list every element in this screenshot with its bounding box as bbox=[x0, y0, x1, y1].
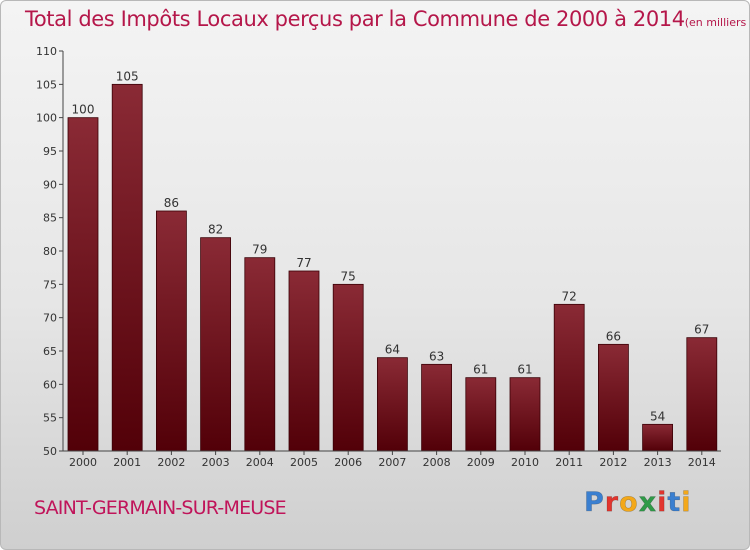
bar-2003 bbox=[200, 237, 232, 452]
logo-letter: r bbox=[604, 487, 620, 519]
x-tick-label-2014: 2014 bbox=[688, 456, 716, 469]
bar-2005 bbox=[288, 270, 320, 452]
x-tick-label-2001: 2001 bbox=[113, 456, 141, 469]
x-tick-label-2013: 2013 bbox=[644, 456, 672, 469]
x-tick-label-2002: 2002 bbox=[157, 456, 185, 469]
commune-name: SAINT-GERMAIN-SUR-MEUSE bbox=[34, 497, 287, 519]
x-tick-label-2005: 2005 bbox=[290, 456, 318, 469]
x-tick-label-2000: 2000 bbox=[69, 456, 97, 469]
y-tick-label: 80 bbox=[43, 245, 57, 258]
y-tick-label: 65 bbox=[43, 345, 57, 358]
y-tick-label: 110 bbox=[36, 45, 57, 58]
data-label-2011: 72 bbox=[562, 289, 577, 303]
bar-2014 bbox=[686, 337, 718, 452]
logo-letter: P bbox=[584, 487, 605, 519]
y-tick-label: 105 bbox=[36, 78, 57, 91]
x-tick-label-2007: 2007 bbox=[378, 456, 406, 469]
bar-2012 bbox=[598, 343, 629, 452]
x-tick-label-2012: 2012 bbox=[599, 456, 627, 469]
y-tick-label: 50 bbox=[43, 445, 57, 458]
bar-2000 bbox=[67, 117, 99, 452]
bar-2004 bbox=[244, 257, 276, 452]
bars: 100 105 86 82 79 77 75 64 63 61 61 72 66 54 67 bbox=[67, 69, 718, 452]
x-tick-label-2010: 2010 bbox=[511, 456, 539, 469]
bar-2008 bbox=[421, 363, 453, 452]
y-tick-label: 75 bbox=[43, 278, 57, 291]
data-label-2001: 105 bbox=[116, 69, 139, 83]
bar-2002 bbox=[155, 210, 187, 452]
bar-2013 bbox=[642, 423, 673, 452]
y-tick-label: 95 bbox=[43, 145, 57, 158]
bar-2007 bbox=[376, 357, 408, 452]
x-tick-label-2003: 2003 bbox=[202, 456, 230, 469]
data-label-2009: 61 bbox=[473, 363, 488, 377]
data-label-2013: 54 bbox=[650, 409, 665, 423]
data-label-2012: 66 bbox=[606, 329, 621, 343]
bar-2001 bbox=[111, 83, 143, 452]
y-tick-label: 70 bbox=[43, 312, 57, 325]
logo-letter: x bbox=[638, 487, 658, 519]
proxiti-logo: Proxiti bbox=[584, 487, 692, 519]
x-tick-label-2009: 2009 bbox=[467, 456, 495, 469]
y-axis: 50 55 60 65 70 75 80 85 90 95 100 105 110 bbox=[36, 45, 64, 458]
y-tick-label: 100 bbox=[36, 112, 57, 125]
x-tick-label-2006: 2006 bbox=[334, 456, 362, 469]
bar-2011 bbox=[553, 303, 585, 452]
data-label-2005: 77 bbox=[296, 256, 311, 270]
x-tick-label-2011: 2011 bbox=[555, 456, 583, 469]
data-label-2000: 100 bbox=[72, 103, 95, 117]
x-tick-label-2008: 2008 bbox=[423, 456, 451, 469]
data-label-2008: 63 bbox=[429, 349, 444, 363]
data-label-2006: 75 bbox=[341, 269, 356, 283]
y-tick-label: 85 bbox=[43, 212, 57, 225]
data-label-2007: 64 bbox=[385, 343, 400, 357]
y-tick-label: 90 bbox=[43, 178, 57, 191]
data-label-2010: 61 bbox=[517, 363, 532, 377]
data-label-2003: 82 bbox=[208, 223, 223, 237]
y-tick-label: 60 bbox=[43, 378, 57, 391]
bar-2006 bbox=[332, 283, 364, 452]
title-text: Total des Impôts Locaux perçus par la Co… bbox=[25, 7, 685, 31]
logo-letter: i bbox=[681, 487, 692, 519]
data-label-2002: 86 bbox=[164, 196, 179, 210]
logo-letter: i bbox=[657, 487, 668, 519]
y-tick-label: 55 bbox=[43, 412, 57, 425]
title-unit: (en milliers d'€) bbox=[684, 16, 749, 29]
bar-2010 bbox=[509, 377, 541, 452]
logo-letter: o bbox=[619, 487, 639, 519]
bar-2009 bbox=[465, 377, 497, 452]
chart-title: Total des Impôts Locaux perçus par la Co… bbox=[25, 7, 749, 31]
data-label-2004: 79 bbox=[252, 243, 267, 257]
logo-letter: t bbox=[667, 487, 682, 519]
x-tick-label-2004: 2004 bbox=[246, 456, 274, 469]
x-axis: 2000 2001 2002 2003 2004 2005 2006 2007 2008 2009… bbox=[63, 450, 721, 469]
data-label-2014: 67 bbox=[694, 323, 709, 337]
